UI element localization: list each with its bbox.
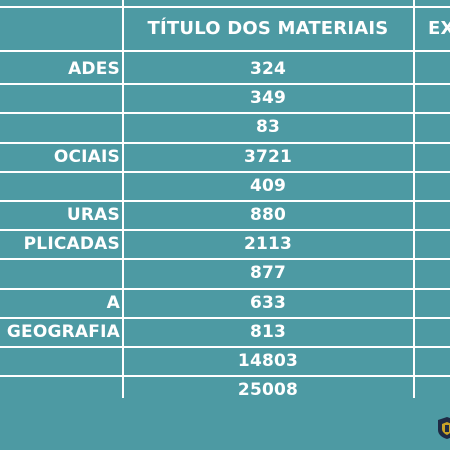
cell-area: A: [106, 292, 120, 313]
cell-area: PLICADAS: [23, 234, 120, 255]
cell-titulos: 633: [249, 292, 287, 313]
cell-titulos: 3721: [243, 146, 293, 167]
row-divider: [0, 83, 450, 86]
cell-titulos: 880: [249, 205, 287, 225]
cell-area: URAS: [66, 205, 120, 225]
cell-titulos: 83: [255, 117, 281, 138]
cell-titulos: 813: [249, 321, 287, 342]
cell-titulos: 349: [249, 88, 287, 109]
institution-crest-icon: [438, 417, 450, 439]
cell-titulos: 409: [249, 175, 287, 196]
column-divider-exemplares: [413, 0, 415, 398]
row-divider: [0, 170, 450, 173]
row-divider: [0, 200, 450, 202]
cell-area: GEOGRAFIA: [6, 321, 120, 342]
cell-titulos: 2113: [243, 234, 293, 255]
cell-area: [0, 114, 120, 141]
row-divider: [0, 258, 450, 261]
column-divider-area: [122, 0, 124, 398]
cell-area: [0, 85, 120, 112]
row-divider: [0, 316, 450, 319]
cell-titulos: 25008: [237, 380, 299, 401]
cell-area: [0, 377, 120, 404]
row-divider: [0, 375, 450, 378]
table-top-border: [0, 6, 450, 8]
header-divider: [0, 50, 450, 52]
row-divider: [0, 346, 450, 348]
cell-titulos: 324: [249, 59, 287, 79]
header-area: [0, 8, 120, 50]
cell-area: OCIAIS: [53, 146, 120, 167]
row-divider: [0, 141, 450, 144]
row-divider: [0, 229, 450, 232]
row-divider: [0, 287, 450, 290]
cell-area: [0, 348, 120, 375]
cell-area: ADES: [68, 59, 120, 79]
header-exemplares: EX: [428, 18, 450, 39]
row-divider: [0, 112, 450, 115]
cell-area: [0, 260, 120, 287]
cell-area: [0, 173, 120, 200]
cell-titulos: 14803: [237, 351, 299, 371]
header-titulos: TÍTULO DOS MATERIAIS: [147, 18, 389, 39]
cell-titulos: 877: [249, 263, 287, 284]
